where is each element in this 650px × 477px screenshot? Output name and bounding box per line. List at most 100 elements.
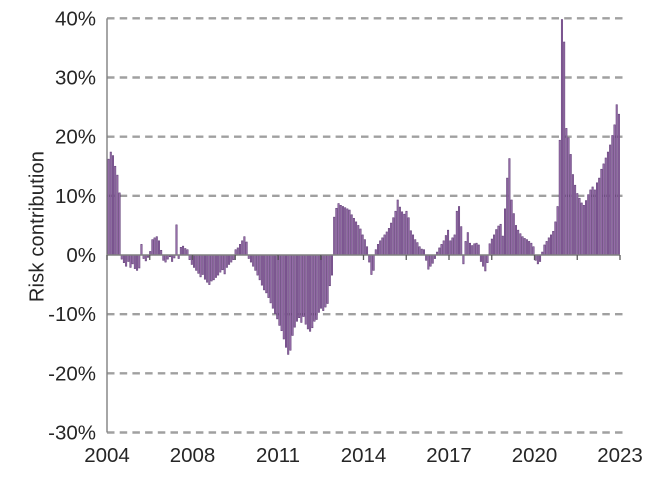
bar [471, 245, 474, 256]
bar [508, 158, 511, 256]
bar [131, 254, 134, 265]
bar [197, 254, 200, 274]
bar [534, 254, 537, 261]
bar [574, 184, 577, 256]
bar [138, 254, 141, 269]
bar [241, 240, 244, 256]
bar [285, 254, 287, 348]
bar [392, 217, 395, 256]
bar [416, 242, 419, 256]
bar [387, 228, 390, 256]
bar [525, 239, 528, 256]
x-tick-label: 2004 [84, 444, 130, 467]
x-tick-label: 2017 [426, 444, 472, 467]
bar [324, 254, 327, 308]
bar [280, 254, 283, 332]
bar [381, 237, 384, 256]
x-tick-label: 2011 [256, 444, 300, 467]
bar [309, 254, 312, 332]
bar [136, 254, 139, 271]
bar [409, 230, 412, 256]
bar [460, 226, 463, 256]
bar [293, 254, 296, 328]
bar [591, 186, 594, 256]
bar [206, 254, 209, 283]
bar [547, 237, 550, 256]
bar [379, 240, 382, 256]
bar [223, 254, 226, 275]
bar [394, 210, 397, 256]
bar [585, 200, 588, 256]
bar [543, 244, 546, 256]
bar [171, 254, 174, 262]
bar [330, 254, 333, 276]
bar [129, 254, 132, 268]
y-axis-title: Risk contribution [26, 150, 49, 303]
bar [208, 254, 211, 285]
bar [418, 246, 421, 256]
bar [462, 254, 465, 265]
bar [278, 254, 281, 326]
bar [479, 254, 482, 262]
bar [304, 254, 307, 325]
bar [468, 242, 471, 256]
bar [239, 244, 242, 256]
bar [521, 236, 524, 256]
bar [295, 254, 298, 322]
bar [179, 247, 182, 256]
bar [545, 241, 548, 256]
bar [596, 182, 599, 256]
bar [333, 216, 336, 256]
bar [260, 254, 263, 286]
bar [291, 254, 294, 336]
bar [359, 228, 362, 256]
bar [429, 254, 432, 267]
bar [214, 254, 217, 278]
bar [440, 244, 443, 256]
bar [609, 144, 612, 256]
bar [401, 211, 404, 256]
bar [615, 104, 618, 256]
bar [499, 223, 502, 256]
bar [554, 221, 557, 256]
bar [593, 189, 596, 256]
bar [328, 254, 331, 287]
bar [203, 254, 206, 280]
bar [587, 194, 590, 256]
y-tick-label: -10% [48, 303, 96, 326]
bar [556, 206, 559, 256]
bar [504, 208, 507, 256]
bar [477, 244, 480, 256]
bar [370, 254, 373, 275]
bar [532, 246, 535, 256]
bar [348, 209, 351, 256]
bar [580, 202, 583, 256]
bar [604, 157, 607, 256]
bar [488, 243, 491, 256]
bar [447, 229, 450, 256]
y-tick-label: -30% [48, 422, 96, 445]
bar [398, 206, 401, 256]
bar [565, 128, 568, 256]
bar [466, 232, 469, 256]
bar [212, 254, 215, 281]
bar [550, 234, 553, 256]
bar [306, 254, 309, 330]
bar [606, 151, 609, 256]
bar [274, 254, 277, 314]
bar [385, 231, 388, 256]
bar [427, 254, 430, 270]
bar [232, 254, 235, 261]
bar [611, 135, 614, 256]
bar [458, 206, 461, 256]
bar [298, 254, 301, 318]
bar [302, 254, 305, 317]
bar [140, 244, 143, 256]
bar [320, 254, 323, 309]
bar [282, 254, 285, 340]
bar [346, 208, 349, 256]
bar [193, 254, 196, 268]
bar [300, 254, 303, 323]
bar [517, 229, 520, 256]
